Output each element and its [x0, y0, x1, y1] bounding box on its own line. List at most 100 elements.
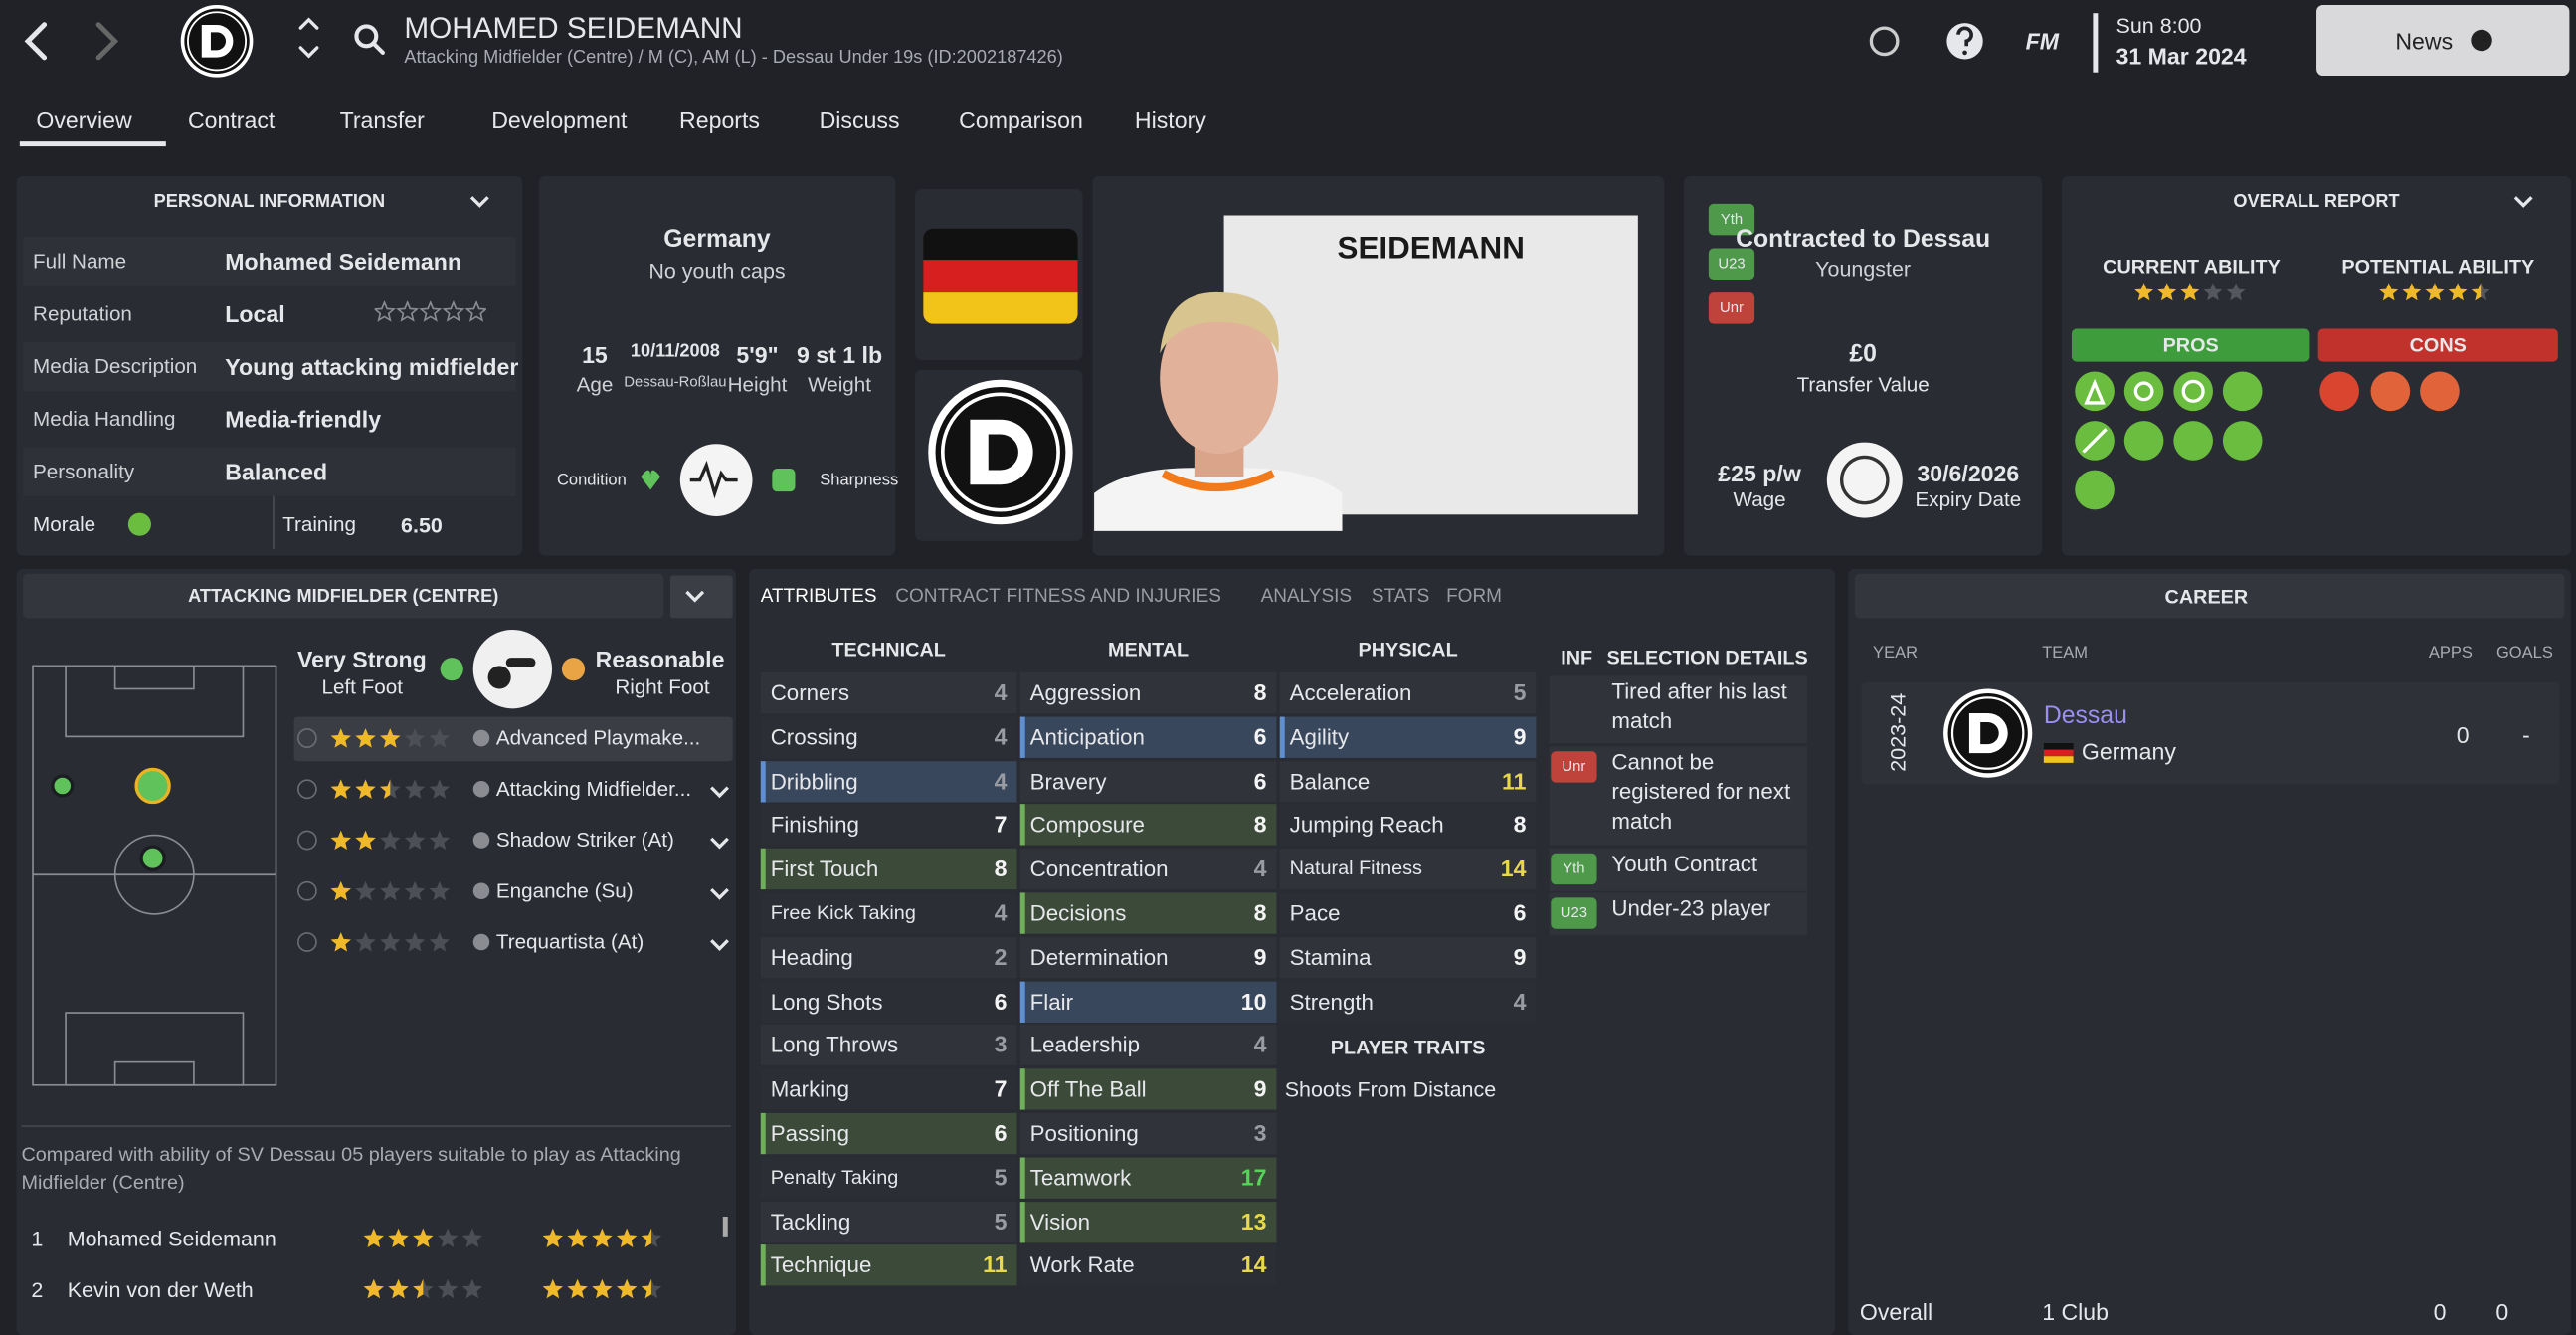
role-radio[interactable] [296, 932, 317, 952]
attr-row [760, 804, 1017, 847]
attr-value: 10 [1240, 987, 1267, 1015]
role-radio[interactable] [296, 779, 317, 800]
bio-stat-label: Age [576, 373, 614, 397]
attr-tab[interactable]: ATTRIBUTES [760, 587, 877, 607]
attr-name: First Touch [770, 857, 879, 882]
morale-label: Morale [33, 512, 96, 536]
star-rating [542, 1278, 662, 1299]
attr-value: 8 [1253, 811, 1267, 838]
nav-tab[interactable]: History [1134, 106, 1206, 133]
info-value: Balanced [225, 459, 328, 485]
career-column: YEAR [1873, 644, 1919, 664]
attr-name: Heading [770, 944, 853, 970]
card-bg [1223, 215, 1638, 515]
attr-row-accent [760, 1112, 766, 1155]
attr-name: Long Throws [770, 1033, 899, 1058]
attr-value: 9 [1253, 943, 1267, 970]
attr-value: 4 [1513, 987, 1527, 1015]
info-value: Local [225, 300, 285, 327]
attr-tab[interactable]: FITNESS AND INJURIES [1006, 587, 1221, 607]
attr-name: Teamwork [1029, 1165, 1132, 1191]
nav-tab[interactable]: Reports [679, 106, 761, 133]
attr-value: 8 [1253, 678, 1267, 706]
compare-rank: 1 [31, 1226, 44, 1251]
attr-value: 2 [994, 943, 1008, 970]
hdr [1854, 573, 2565, 619]
info-icon [472, 832, 490, 849]
hdr [23, 573, 664, 619]
attr-value: 4 [994, 899, 1008, 926]
attr-value: 3 [994, 1031, 1008, 1058]
attr-tab[interactable]: FORM [1446, 587, 1503, 607]
nav-tab[interactable]: Overview [36, 106, 132, 133]
attr-row-accent [1019, 716, 1025, 758]
attr-row-accent [760, 760, 766, 802]
attr-name: Corners [770, 680, 850, 706]
role-radio[interactable] [296, 880, 317, 901]
attr-name: Concentration [1029, 857, 1169, 882]
attr-name: Dribbling [770, 768, 858, 794]
attr-row-accent [1019, 1157, 1025, 1199]
search[interactable] [354, 24, 379, 49]
attr-tab[interactable]: CONTRACT [895, 587, 1001, 607]
attr-value: 9 [1513, 722, 1527, 750]
selection-badge: Yth [1551, 853, 1597, 885]
attr-name: Vision [1029, 1209, 1091, 1235]
caps: No youth caps [648, 258, 786, 284]
career-team[interactable]: Dessau [2043, 701, 2127, 730]
news-button[interactable]: News [2316, 4, 2570, 77]
star-rating [330, 880, 451, 901]
attr-tab[interactable]: STATS [1371, 587, 1430, 607]
attr-row [1279, 892, 1537, 934]
nav-tab[interactable]: Discuss [819, 106, 900, 133]
role-radio[interactable] [296, 728, 317, 748]
nav-tab[interactable]: Contract [187, 106, 276, 133]
career-total-label: Overall [1859, 1298, 1933, 1326]
attr-row [1019, 980, 1277, 1023]
inf-label: INF [1561, 646, 1593, 669]
attr-name: Penalty Taking [770, 1165, 899, 1189]
career-column: GOALS [2495, 644, 2553, 664]
nav-tab[interactable]: Comparison [959, 106, 1083, 133]
attr-value: 4 [1253, 855, 1267, 882]
attr-name: Positioning [1029, 1121, 1139, 1146]
foot-strength: Very Strong [296, 646, 427, 672]
info-label: Media Handling [33, 407, 176, 432]
prev-next[interactable] [298, 17, 319, 59]
globe-icon[interactable] [1869, 26, 1900, 57]
selection-row [1549, 675, 1807, 744]
role-name: Shadow Striker (At) [495, 828, 674, 853]
attr-tab[interactable]: ANALYSIS [1260, 587, 1353, 607]
nav-tab[interactable]: Transfer [339, 106, 425, 133]
attr-name: Agility [1289, 724, 1350, 750]
cons-label: CONS [2409, 333, 2467, 357]
attr-name: Tackling [770, 1209, 851, 1235]
selection-badge: U23 [1551, 897, 1597, 929]
attr-value: 6 [1513, 899, 1527, 926]
team-crest [1943, 688, 2033, 778]
info-label: Full Name [33, 250, 127, 274]
attr-value: 9 [1253, 1075, 1267, 1102]
training-value: 6.50 [401, 512, 443, 538]
bio-stat: 5'9" [736, 341, 779, 369]
attr-name: Pace [1289, 900, 1341, 926]
contract-status: Youngster [1815, 256, 1912, 282]
row-bg [23, 341, 516, 392]
attr-row [760, 980, 1017, 1023]
row-bg [23, 447, 516, 497]
attr-name: Finishing [770, 813, 859, 838]
career-column: APPS [2428, 644, 2473, 664]
back-arrow[interactable] [24, 22, 48, 61]
attr-name: Passing [770, 1121, 850, 1146]
club-crest [180, 4, 254, 78]
wage: £25 p/w [1718, 460, 1801, 487]
attr-group-title: MENTAL [1108, 638, 1190, 662]
attr-name: Long Shots [770, 989, 883, 1015]
selection-title: SELECTION DETAILS [1606, 646, 1808, 669]
role-radio[interactable] [296, 830, 317, 851]
panel-title: CAREER [2164, 585, 2249, 609]
player-photo [1094, 291, 1343, 531]
attr-name: Bravery [1029, 768, 1107, 794]
attr-value: 4 [994, 767, 1008, 794]
nav-tab[interactable]: Development [491, 106, 628, 133]
